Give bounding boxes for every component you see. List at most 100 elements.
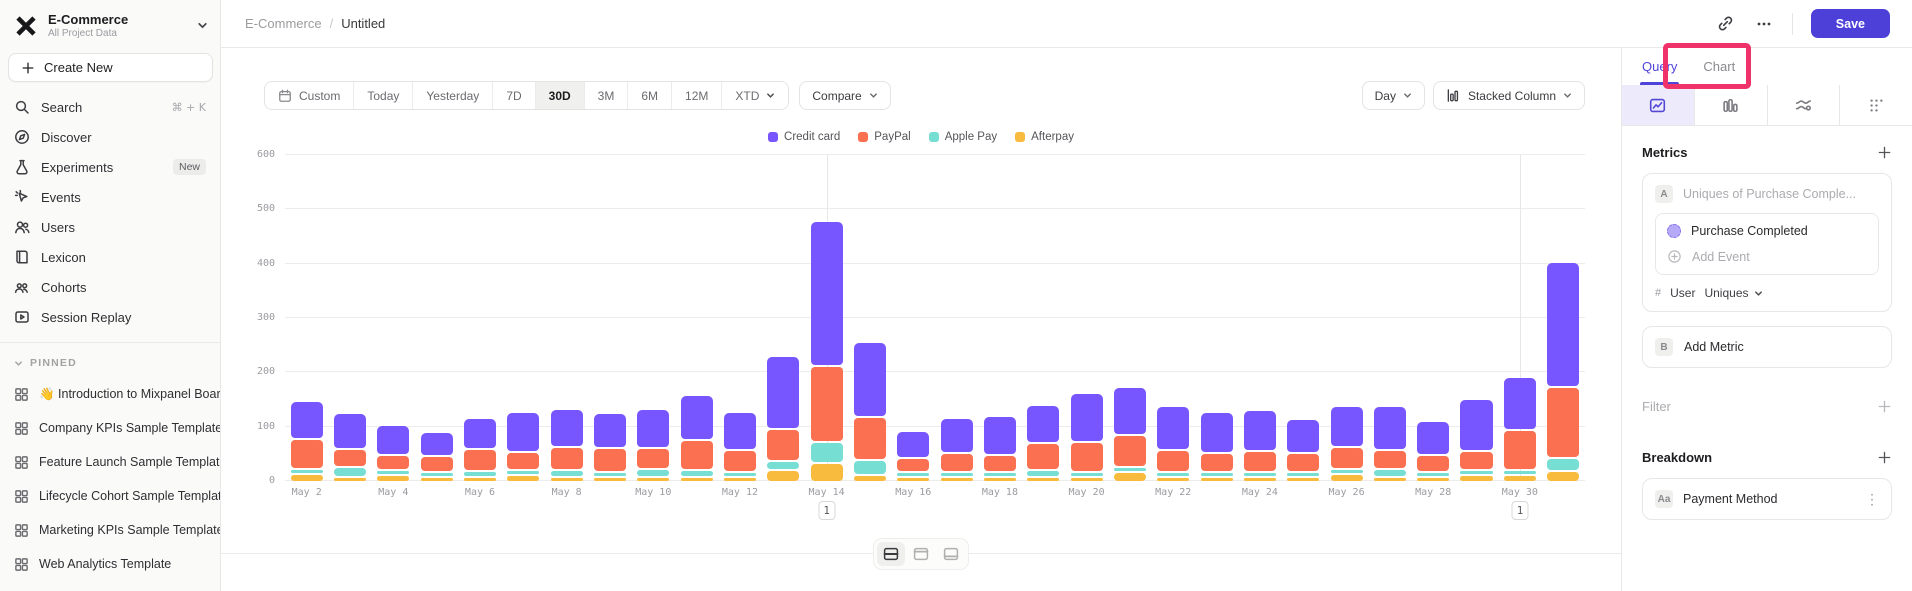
stacked-bar-may-31[interactable] bbox=[1547, 262, 1580, 481]
bar-segment-paypal[interactable] bbox=[1330, 448, 1363, 468]
bar-segment-afterpay[interactable] bbox=[507, 476, 540, 481]
bar-segment-credit-card[interactable] bbox=[1547, 262, 1580, 386]
stacked-bar-may-17[interactable] bbox=[940, 419, 973, 481]
bar-segment-apple-pay[interactable] bbox=[463, 472, 496, 476]
add-filter-plus-icon[interactable] bbox=[1877, 399, 1892, 414]
bar-segment-afterpay[interactable] bbox=[550, 478, 583, 481]
tab-chart[interactable]: Chart bbox=[1703, 59, 1736, 74]
bar-segment-apple-pay[interactable] bbox=[1417, 472, 1450, 476]
bar-segment-afterpay[interactable] bbox=[1243, 478, 1276, 481]
tab-query[interactable]: Query bbox=[1639, 48, 1680, 85]
stacked-bar-may-13[interactable] bbox=[767, 356, 800, 481]
bar-segment-apple-pay[interactable] bbox=[1200, 473, 1233, 476]
stacked-bar-may-19[interactable] bbox=[1027, 406, 1060, 481]
bar-segment-paypal[interactable] bbox=[680, 441, 713, 470]
bar-segment-afterpay[interactable] bbox=[1547, 472, 1580, 481]
stacked-bar-may-2[interactable] bbox=[290, 401, 323, 481]
bar-segment-apple-pay[interactable] bbox=[1287, 473, 1320, 476]
stacked-bar-may-16[interactable] bbox=[897, 432, 930, 481]
range-button-6m[interactable]: 6M bbox=[627, 82, 672, 109]
bar-segment-paypal[interactable] bbox=[1070, 442, 1103, 471]
range-button-xtd[interactable]: XTD bbox=[721, 82, 789, 109]
sidebar-item-search[interactable]: Search ⌘ + K bbox=[0, 92, 220, 122]
stacked-bar-may-20[interactable] bbox=[1070, 394, 1103, 481]
aggregation-selector[interactable]: # User Uniques bbox=[1655, 286, 1879, 300]
bar-segment-paypal[interactable] bbox=[1027, 444, 1060, 470]
bar-segment-paypal[interactable] bbox=[1373, 450, 1406, 468]
bar-segment-credit-card[interactable] bbox=[507, 413, 540, 451]
bar-segment-afterpay[interactable] bbox=[1287, 478, 1320, 481]
kebab-menu-icon[interactable]: ⋮ bbox=[1865, 491, 1879, 507]
legend-item-afterpay[interactable]: Afterpay bbox=[1015, 131, 1074, 143]
bar-segment-apple-pay[interactable] bbox=[1027, 471, 1060, 476]
bar-segment-afterpay[interactable] bbox=[593, 477, 626, 481]
sidebar-item-users[interactable]: Users bbox=[0, 212, 220, 242]
bar-segment-apple-pay[interactable] bbox=[853, 461, 886, 475]
bar-segment-credit-card[interactable] bbox=[723, 412, 756, 450]
bar-segment-afterpay[interactable] bbox=[1200, 478, 1233, 481]
bar-segment-afterpay[interactable] bbox=[897, 477, 930, 481]
bar-segment-credit-card[interactable] bbox=[897, 432, 930, 457]
bar-segment-paypal[interactable] bbox=[550, 448, 583, 470]
bar-segment-paypal[interactable] bbox=[377, 456, 410, 470]
bar-segment-credit-card[interactable] bbox=[1373, 406, 1406, 449]
bar-segment-apple-pay[interactable] bbox=[1070, 472, 1103, 476]
bar-segment-credit-card[interactable] bbox=[1070, 394, 1103, 441]
bar-segment-apple-pay[interactable] bbox=[377, 471, 410, 475]
metric-a-header[interactable]: A Uniques of Purchase Comple... bbox=[1655, 185, 1879, 203]
bar-segment-paypal[interactable] bbox=[1417, 456, 1450, 471]
bar-segment-afterpay[interactable] bbox=[767, 471, 800, 481]
compare-button[interactable]: Compare bbox=[799, 81, 891, 110]
bar-segment-paypal[interactable] bbox=[290, 439, 323, 468]
bar-segment-credit-card[interactable] bbox=[1460, 399, 1493, 451]
stacked-bar-may-18[interactable] bbox=[983, 417, 1016, 481]
add-metric-plus-icon[interactable] bbox=[1877, 145, 1892, 160]
bar-segment-afterpay[interactable] bbox=[1070, 477, 1103, 481]
stacked-bar-may-10[interactable] bbox=[637, 410, 670, 481]
stacked-bar-may-24[interactable] bbox=[1243, 411, 1276, 481]
bar-segment-paypal[interactable] bbox=[593, 448, 626, 471]
layout-panel-bottom[interactable] bbox=[937, 542, 965, 566]
bar-segment-apple-pay[interactable] bbox=[723, 472, 756, 476]
stacked-bar-may-14[interactable] bbox=[810, 222, 843, 481]
pinned-board-item[interactable]: 👋 Introduction to Mixpanel Boards bbox=[0, 377, 220, 411]
stacked-bar-may-26[interactable] bbox=[1330, 406, 1363, 481]
bar-segment-apple-pay[interactable] bbox=[1373, 469, 1406, 476]
bar-segment-paypal[interactable] bbox=[1547, 387, 1580, 457]
bar-segment-apple-pay[interactable] bbox=[1330, 469, 1363, 473]
bar-segment-paypal[interactable] bbox=[983, 456, 1016, 471]
stacked-bar-may-21[interactable] bbox=[1113, 388, 1146, 481]
stacked-bar-may-22[interactable] bbox=[1157, 406, 1190, 481]
stacked-bar-may-27[interactable] bbox=[1373, 406, 1406, 481]
bar-segment-paypal[interactable] bbox=[1157, 450, 1190, 471]
layout-panel-top[interactable] bbox=[907, 542, 935, 566]
bar-segment-apple-pay[interactable] bbox=[1547, 458, 1580, 471]
bar-segment-paypal[interactable] bbox=[1460, 452, 1493, 470]
bar-segment-credit-card[interactable] bbox=[810, 222, 843, 366]
bar-segment-credit-card[interactable] bbox=[940, 419, 973, 452]
bar-segment-credit-card[interactable] bbox=[1503, 378, 1536, 429]
bar-segment-paypal[interactable] bbox=[333, 449, 367, 467]
bar-segment-afterpay[interactable] bbox=[420, 477, 453, 481]
bar-segment-apple-pay[interactable] bbox=[897, 472, 930, 476]
bar-segment-afterpay[interactable] bbox=[1113, 473, 1146, 481]
bar-segment-credit-card[interactable] bbox=[550, 410, 583, 447]
bar-segment-credit-card[interactable] bbox=[680, 396, 713, 440]
bar-segment-credit-card[interactable] bbox=[1200, 413, 1233, 452]
sidebar-item-events[interactable]: Events bbox=[0, 182, 220, 212]
bar-segment-apple-pay[interactable] bbox=[810, 443, 843, 462]
stacked-bar-may-6[interactable] bbox=[463, 418, 496, 481]
stacked-bar-may-29[interactable] bbox=[1460, 399, 1493, 481]
bar-segment-apple-pay[interactable] bbox=[290, 469, 323, 473]
bar-segment-paypal[interactable] bbox=[463, 450, 496, 471]
add-breakdown-plus-icon[interactable] bbox=[1877, 450, 1892, 465]
chart-type-button[interactable]: Stacked Column bbox=[1432, 81, 1585, 110]
bar-segment-afterpay[interactable] bbox=[1417, 477, 1450, 481]
bar-segment-paypal[interactable] bbox=[810, 367, 843, 442]
bar-segment-paypal[interactable] bbox=[723, 451, 756, 471]
create-new-button[interactable]: Create New bbox=[8, 53, 213, 82]
bar-segment-afterpay[interactable] bbox=[637, 478, 670, 481]
bar-segment-afterpay[interactable] bbox=[1330, 474, 1363, 481]
bar-segment-credit-card[interactable] bbox=[1027, 406, 1060, 443]
report-title[interactable]: Untitled bbox=[341, 16, 386, 31]
